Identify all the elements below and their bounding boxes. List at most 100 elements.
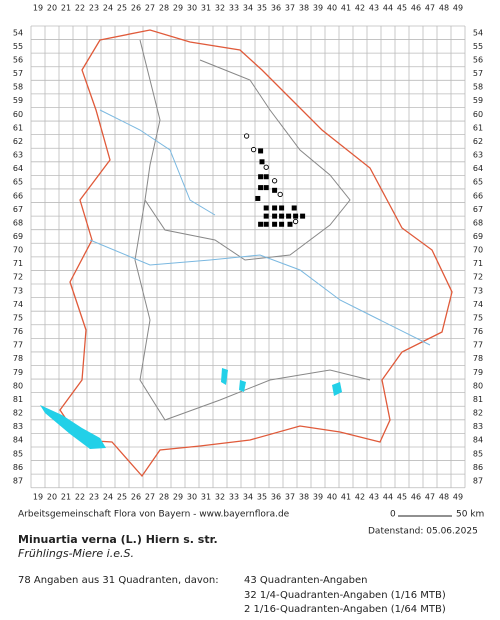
record-circle (277, 191, 283, 198)
column-label: 46 (411, 4, 421, 13)
row-label: 66 (473, 191, 483, 200)
column-label: 36 (271, 4, 281, 13)
row-label: 71 (13, 259, 23, 268)
column-label: 37 (285, 493, 295, 502)
row-label: 60 (473, 110, 483, 119)
lake (40, 405, 106, 449)
row-label: 73 (13, 286, 23, 295)
column-label: 35 (257, 493, 267, 502)
column-label: 29 (173, 493, 183, 502)
record-square (272, 213, 278, 219)
row-label: 67 (473, 205, 483, 214)
row-label: 79 (13, 368, 23, 377)
row-label: 71 (473, 259, 483, 268)
column-label: 25 (117, 493, 127, 502)
row-label: 85 (473, 449, 483, 458)
row-label: 67 (13, 205, 23, 214)
column-label: 19 (33, 493, 43, 502)
column-label: 39 (313, 4, 323, 13)
row-label: 84 (473, 436, 483, 445)
river (99, 109, 216, 216)
record-square (300, 213, 306, 219)
column-label: 24 (103, 493, 113, 502)
row-label: 76 (13, 327, 23, 336)
row-label: 80 (13, 381, 23, 390)
row-label: 75 (13, 313, 23, 322)
row-label: 63 (473, 151, 483, 160)
record-square (263, 205, 269, 211)
row-label: 79 (473, 368, 483, 377)
column-label: 23 (89, 493, 99, 502)
row-label: 72 (13, 273, 23, 282)
row-label: 86 (13, 463, 23, 472)
district-border (134, 199, 371, 421)
column-label: 28 (159, 493, 169, 502)
column-label: 48 (439, 4, 449, 13)
column-label: 22 (75, 493, 85, 502)
column-label: 32 (215, 493, 225, 502)
column-label: 39 (313, 493, 323, 502)
column-label: 32 (215, 4, 225, 13)
row-label: 84 (13, 436, 23, 445)
record-square (263, 174, 269, 180)
column-label: 46 (411, 493, 421, 502)
record-square (272, 221, 278, 227)
row-label: 78 (13, 354, 23, 363)
row-label: 65 (13, 178, 23, 187)
row-label: 74 (473, 300, 483, 309)
row-label: 62 (13, 137, 23, 146)
row-label: 61 (473, 123, 483, 132)
record-circle (263, 164, 269, 170)
source: Arbeitsgemeinschaft Flora von Bayern - w… (18, 510, 290, 520)
column-label: 35 (257, 4, 267, 13)
row-label: 83 (473, 422, 483, 431)
row-label: 64 (473, 164, 483, 173)
record-square (279, 213, 285, 219)
column-label: 23 (89, 4, 99, 13)
grid: 19 19 20 20 21 21 22 22 23 23 24 24 25 25 26 26 27 27 28 28… (13, 4, 483, 502)
record-circle (243, 133, 250, 139)
row-label: 76 (473, 327, 483, 336)
lake (221, 368, 228, 385)
summary-line: 43 Quadranten-Angaben (244, 575, 367, 586)
scale-end: 50 km (456, 510, 484, 520)
column-label: 43 (369, 4, 379, 13)
row-label: 55 (13, 42, 23, 51)
column-label: 31 (201, 4, 211, 13)
column-label: 19 (33, 4, 43, 13)
row-label: 87 (473, 476, 483, 485)
record-square (272, 205, 278, 211)
column-label: 29 (173, 4, 183, 13)
record-circle (250, 146, 257, 153)
column-label: 41 (341, 493, 351, 502)
column-label: 27 (145, 493, 155, 502)
column-label: 21 (61, 493, 71, 502)
column-label: 24 (103, 4, 113, 13)
row-label: 63 (13, 151, 23, 160)
record-square (272, 187, 278, 193)
row-label: 69 (473, 232, 483, 241)
row-label: 57 (473, 69, 483, 78)
record-circle (292, 218, 299, 225)
record-square (263, 213, 269, 219)
row-label: 56 (13, 55, 23, 64)
row-label: 72 (473, 273, 483, 282)
row-label: 61 (13, 123, 23, 132)
row-label: 54 (473, 28, 483, 37)
column-label: 33 (229, 493, 239, 502)
row-label: 66 (13, 191, 23, 200)
row-label: 81 (13, 395, 23, 404)
record-square (259, 159, 265, 165)
row-label: 86 (473, 463, 483, 472)
row-label: 59 (13, 96, 23, 105)
column-label: 45 (397, 493, 407, 502)
summary-total: 78 Angaben aus 31 Quadranten, davon: (18, 575, 219, 586)
row-label: 82 (13, 409, 23, 418)
record-square (258, 148, 264, 154)
record-square (286, 213, 292, 219)
record-square (263, 185, 269, 191)
column-label: 21 (61, 4, 71, 13)
summary-line: 2 1/16-Quadranten-Angaben (1/64 MTB) (244, 604, 446, 615)
